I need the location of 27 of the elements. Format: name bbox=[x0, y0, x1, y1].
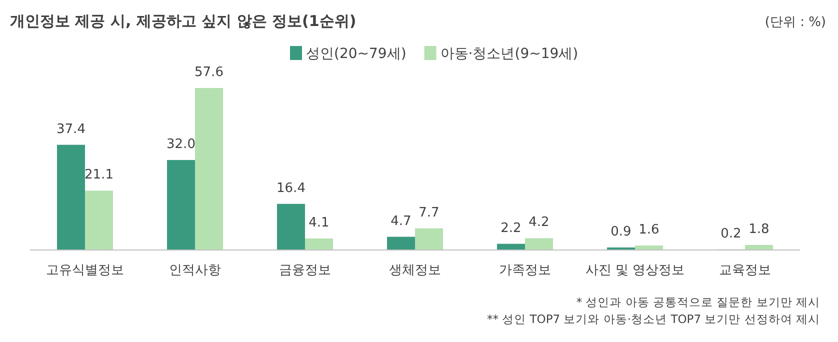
legend-label: 성인(20~79세) bbox=[306, 46, 406, 62]
data-label: 0.9 bbox=[610, 224, 632, 240]
data-label: 4.2 bbox=[528, 215, 550, 230]
data-label: 4.1 bbox=[308, 215, 330, 230]
x-tick-label: 인적사항 bbox=[169, 263, 221, 278]
data-label: 32.0 bbox=[166, 137, 196, 152]
x-tick-label: 사진 및 영상정보 bbox=[585, 263, 685, 278]
text: ** 성인 TOP7 보기와 아동·청소년 TOP7 보기만 선정하여 제시 bbox=[486, 312, 820, 326]
data-label: 1.6 bbox=[638, 222, 660, 238]
legend-label: 아동·청소년(9~19세) bbox=[440, 46, 578, 62]
x-tick-label: 가족정보 bbox=[499, 263, 551, 278]
data-label: 37.4 bbox=[56, 122, 86, 137]
x-tick-label: 교육정보 bbox=[719, 263, 771, 278]
x-tick-label: 생체정보 bbox=[389, 263, 441, 278]
data-label: 57.6 bbox=[194, 65, 224, 80]
data-label: 21.1 bbox=[84, 168, 114, 183]
data-label: 16.4 bbox=[276, 180, 306, 196]
chart-subtitle: (단위 : %) bbox=[764, 15, 826, 30]
chart-title: 개인정보 제공 시, 제공하고 싶지 않은 정보(1순위) bbox=[10, 12, 356, 30]
data-label: 7.7 bbox=[418, 205, 440, 220]
data-label: 0.2 bbox=[720, 226, 742, 242]
data-label: 2.2 bbox=[500, 220, 522, 236]
x-tick-label: 금융정보 bbox=[279, 263, 331, 278]
data-label: 1.8 bbox=[748, 222, 770, 237]
data-label: 4.7 bbox=[390, 214, 412, 229]
x-tick-label: 고유식별정보 bbox=[46, 263, 124, 278]
text: * 성인과 아동 공통적으로 질문한 보기만 제시 bbox=[576, 295, 820, 309]
